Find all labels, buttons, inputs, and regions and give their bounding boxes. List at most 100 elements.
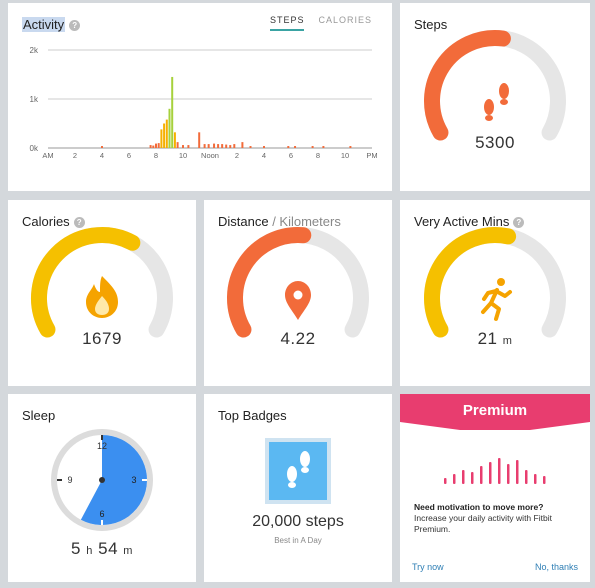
badge-value: 20,000 steps [252,513,344,530]
clock-label-12: 12 [97,441,107,451]
activity-title-row: Activity? [22,17,81,32]
try-now-link[interactable]: Try now [412,562,444,572]
activity-bar [322,146,325,148]
footprints-badge-icon [287,451,310,488]
sleep-minutes: 54 [98,539,119,558]
distance-tile[interactable]: Distance / Kilometers 4.22 [204,200,392,386]
sleep-value-row: 5 h 54 m [8,539,196,559]
badges-title: Top Badges [218,408,287,423]
activity-bar [157,143,160,148]
distance-title-sep: / [268,214,280,229]
premium-bar [498,458,501,484]
runner-icon [481,278,512,321]
premium-banner [400,394,590,430]
vam-value-row: 21 m [400,329,590,349]
top-badges-tile[interactable]: Top Badges 20,000 steps Best in A Day [204,394,392,582]
help-icon[interactable]: ? [73,217,85,229]
activity-bar [221,144,224,148]
activity-tile[interactable]: Activity? STEPS CALORIES 2k 1k 0k AM 2 4 6 8 10 N… [8,3,392,191]
distance-title: Distance [218,214,269,229]
premium-bar [516,460,519,484]
premium-bar [453,474,456,484]
tab-calories[interactable]: CALORIES [318,15,372,25]
activity-bar [101,146,103,148]
activity-tabs: STEPS CALORIES [269,15,372,31]
clock-center [99,477,105,483]
x-tick-label: PM [366,151,377,160]
clock-label-6: 6 [99,509,104,519]
tab-steps[interactable]: STEPS [269,15,305,31]
activity-bar [152,145,155,148]
x-tick-label: Noon [201,151,219,160]
x-tick-label: 8 [316,151,320,160]
premium-body: Increase your daily activity with Fitbit… [414,513,552,534]
steps-tile[interactable]: Steps 5300 [400,3,590,191]
sleep-hours: 5 [71,539,82,558]
premium-bar [480,466,483,484]
sleep-tile[interactable]: Sleep 12 3 6 9 5 h 54 m [8,394,196,582]
premium-bar [489,462,492,484]
premium-bar [543,476,546,484]
activity-bar [229,145,232,148]
activity-bar [217,144,220,148]
calories-title: Calories [22,214,70,229]
very-active-mins-tile[interactable]: Very Active Mins? 21 m [400,200,590,386]
x-tick-label: 4 [262,151,266,160]
activity-bar [241,142,244,148]
activity-bar [155,143,157,148]
activity-bar [149,145,152,148]
distance-gauge [227,227,369,338]
vam-title: Very Active Mins [414,214,510,229]
vam-gauge-fill [424,227,517,338]
activity-bar [207,144,210,148]
x-tick-label: 10 [341,151,349,160]
calories-value: 1679 [82,329,122,348]
flame-icon [86,276,118,318]
calories-tile[interactable]: Calories? 1679 [8,200,196,386]
distance-unit-link[interactable]: Kilometers [279,214,341,229]
x-tick-label: 10 [179,151,187,160]
activity-bar [165,119,168,148]
activity-bar [287,146,290,148]
activity-bar [171,76,174,148]
activity-bar [349,146,352,148]
steps-title: Steps [414,17,448,32]
activity-title: Activity [22,17,66,32]
x-tick-label: 2 [73,151,77,160]
activity-bar [311,146,314,148]
clock-label-9: 9 [67,475,72,485]
steps-gauge [424,30,566,141]
premium-bar [525,470,528,484]
vam-title-row: Very Active Mins? [414,214,525,229]
premium-bars-graphic [444,458,546,484]
calories-gauge-fill [31,227,141,338]
y-tick-label: 1k [30,95,39,104]
no-thanks-link[interactable]: No, thanks [534,562,578,572]
activity-bar [176,142,179,148]
sleep-minutes-unit: m [123,545,133,557]
sleep-duration-wedge [80,435,148,525]
premium-bar [444,478,447,484]
sleep-hours-unit: h [86,545,93,557]
premium-tile[interactable]: Premium Need motivation to move more? In… [400,394,590,582]
premium-bar [534,474,537,484]
help-icon[interactable]: ? [69,20,81,32]
badge-image[interactable] [265,438,331,504]
x-tick-label: 6 [289,151,293,160]
premium-title: Premium [462,402,528,419]
activity-bar [160,129,163,148]
help-icon[interactable]: ? [513,217,525,229]
premium-bar [462,470,465,484]
premium-bar [507,464,510,484]
x-tick-label: AM [42,151,53,160]
sleep-title: Sleep [22,408,56,423]
calories-title-row: Calories? [22,214,85,229]
location-pin-icon [285,281,311,320]
premium-bar [471,472,474,484]
x-tick-label: 8 [154,151,158,160]
activity-bar [233,144,236,148]
x-tick-label: 4 [100,151,104,160]
activity-bar [163,123,166,148]
activity-bar [294,146,297,148]
